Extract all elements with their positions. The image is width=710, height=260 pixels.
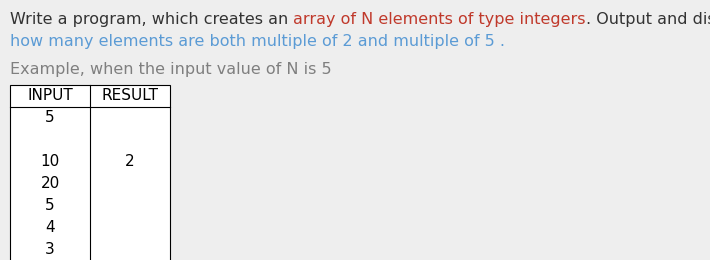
Text: RESULT: RESULT [102,88,158,103]
Text: Example, when the input value of N is 5: Example, when the input value of N is 5 [10,62,332,77]
Text: INPUT: INPUT [27,88,73,103]
Text: 5: 5 [45,110,55,126]
Text: 20: 20 [40,177,60,192]
Text: 10: 10 [40,154,60,170]
Text: array of N elements of type integers: array of N elements of type integers [293,12,586,27]
Text: 5: 5 [45,198,55,213]
Text: 3: 3 [45,243,55,257]
Text: how many elements are both multiple of 2 and multiple of 5 .: how many elements are both multiple of 2… [10,34,505,49]
Bar [10,85,170,260]
Text: Write a program, which creates an: Write a program, which creates an [10,12,293,27]
Text: 2: 2 [125,154,135,170]
Text: . Output and display: . Output and display [586,12,710,27]
Text: 4: 4 [45,220,55,236]
